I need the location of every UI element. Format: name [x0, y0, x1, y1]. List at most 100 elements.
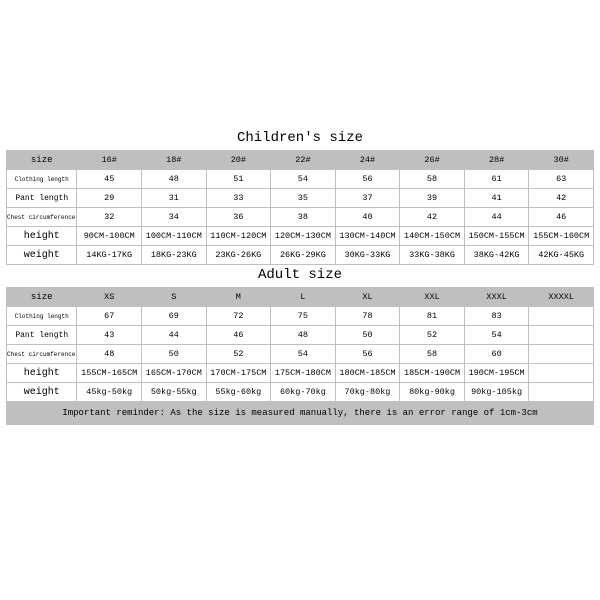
cell	[529, 383, 594, 402]
cell: 46	[206, 326, 271, 345]
cell: 40	[335, 208, 400, 227]
cell: 29	[77, 189, 142, 208]
cell: 45	[77, 170, 142, 189]
cell: 52	[400, 326, 465, 345]
cell: 90CM-100CM	[77, 227, 142, 246]
cell: 38KG-42KG	[464, 246, 529, 265]
cell: 44	[142, 326, 207, 345]
cell: 180CM-185CM	[335, 364, 400, 383]
cell: 34	[142, 208, 207, 227]
cell: 58	[400, 170, 465, 189]
cell: 120CM-130CM	[271, 227, 336, 246]
cell: 48	[271, 326, 336, 345]
col-header: XXXXL	[529, 288, 594, 307]
col-header: size	[7, 288, 77, 307]
cell: 54	[271, 345, 336, 364]
cell: 54	[464, 326, 529, 345]
col-header: 16#	[77, 151, 142, 170]
cell: 52	[206, 345, 271, 364]
col-header: 18#	[142, 151, 207, 170]
col-header: XS	[77, 288, 142, 307]
col-header: XL	[335, 288, 400, 307]
cell: 39	[400, 189, 465, 208]
row-label: Chest circumference 1/2	[7, 345, 77, 364]
cell: 63	[529, 170, 594, 189]
col-header: 24#	[335, 151, 400, 170]
cell: 42	[529, 189, 594, 208]
cell: 56	[335, 170, 400, 189]
cell: 81	[400, 307, 465, 326]
adult-title: Adult size	[6, 267, 594, 283]
cell: 42	[400, 208, 465, 227]
row-label: height	[7, 364, 77, 383]
cell: 165CM-170CM	[142, 364, 207, 383]
col-header: 30#	[529, 151, 594, 170]
cell: 54	[271, 170, 336, 189]
cell: 32	[77, 208, 142, 227]
table-row: Chest circumference 1/248505254565860	[7, 345, 594, 364]
cell: 41	[464, 189, 529, 208]
adult-size-table: size XS S M L XL XXL XXXL XXXXL Clothing…	[6, 287, 594, 402]
cell: 110CM-120CM	[206, 227, 271, 246]
col-header: 22#	[271, 151, 336, 170]
cell: 30KG-33KG	[335, 246, 400, 265]
col-header: XXL	[400, 288, 465, 307]
cell: 67	[77, 307, 142, 326]
cell: 190CM-195CM	[464, 364, 529, 383]
table-row: weight45kg-50kg50kg-55kg55kg-60kg60kg-70…	[7, 383, 594, 402]
cell: 33KG-38KG	[400, 246, 465, 265]
row-label: Clothing length	[7, 307, 77, 326]
col-header: L	[271, 288, 336, 307]
content-wrap: Children's size size 16# 18# 20# 22# 24#…	[6, 128, 594, 425]
cell: 38	[271, 208, 336, 227]
col-header: M	[206, 288, 271, 307]
row-label: Chest circumference 1/2	[7, 208, 77, 227]
cell: 35	[271, 189, 336, 208]
cell: 185CM-190CM	[400, 364, 465, 383]
row-label: weight	[7, 383, 77, 402]
cell: 23KG-26KG	[206, 246, 271, 265]
cell: 42KG-45KG	[529, 246, 594, 265]
cell	[529, 345, 594, 364]
table-row: weight14KG-17KG18KG-23KG23KG-26KG26KG-29…	[7, 246, 594, 265]
cell: 61	[464, 170, 529, 189]
cell: 60kg-70kg	[271, 383, 336, 402]
col-header: size	[7, 151, 77, 170]
cell: 26KG-29KG	[271, 246, 336, 265]
cell: 130CM-140CM	[335, 227, 400, 246]
cell: 31	[142, 189, 207, 208]
row-label: weight	[7, 246, 77, 265]
cell	[529, 326, 594, 345]
cell	[529, 307, 594, 326]
row-label: Pant length	[7, 326, 77, 345]
table-row: Clothing length67697275788183	[7, 307, 594, 326]
cell: 44	[464, 208, 529, 227]
table-row: Clothing length4548515456586163	[7, 170, 594, 189]
children-title: Children's size	[6, 130, 594, 146]
cell: 70kg-80kg	[335, 383, 400, 402]
cell: 37	[335, 189, 400, 208]
cell: 90kg-105kg	[464, 383, 529, 402]
cell: 43	[77, 326, 142, 345]
cell: 14KG-17KG	[77, 246, 142, 265]
children-size-table: size 16# 18# 20# 22# 24# 26# 28# 30# Clo…	[6, 150, 594, 265]
col-header: S	[142, 288, 207, 307]
page: Children's size size 16# 18# 20# 22# 24#…	[0, 0, 600, 600]
cell: 80kg-90kg	[400, 383, 465, 402]
table-row: Chest circumference 1/23234363840424446	[7, 208, 594, 227]
adult-body: Clothing length67697275788183Pant length…	[7, 307, 594, 402]
children-body: Clothing length4548515456586163Pant leng…	[7, 170, 594, 265]
row-label: height	[7, 227, 77, 246]
table-row: Pant length43444648505254	[7, 326, 594, 345]
table-row: height155CM-165CM165CM-170CM170CM-175CM1…	[7, 364, 594, 383]
cell: 46	[529, 208, 594, 227]
cell: 56	[335, 345, 400, 364]
cell: 50	[335, 326, 400, 345]
cell: 50kg-55kg	[142, 383, 207, 402]
cell: 48	[142, 170, 207, 189]
cell: 58	[400, 345, 465, 364]
cell: 78	[335, 307, 400, 326]
cell: 140CM-150CM	[400, 227, 465, 246]
cell: 155CM-165CM	[77, 364, 142, 383]
table-row: height90CM-100CM100CM-110CM110CM-120CM12…	[7, 227, 594, 246]
